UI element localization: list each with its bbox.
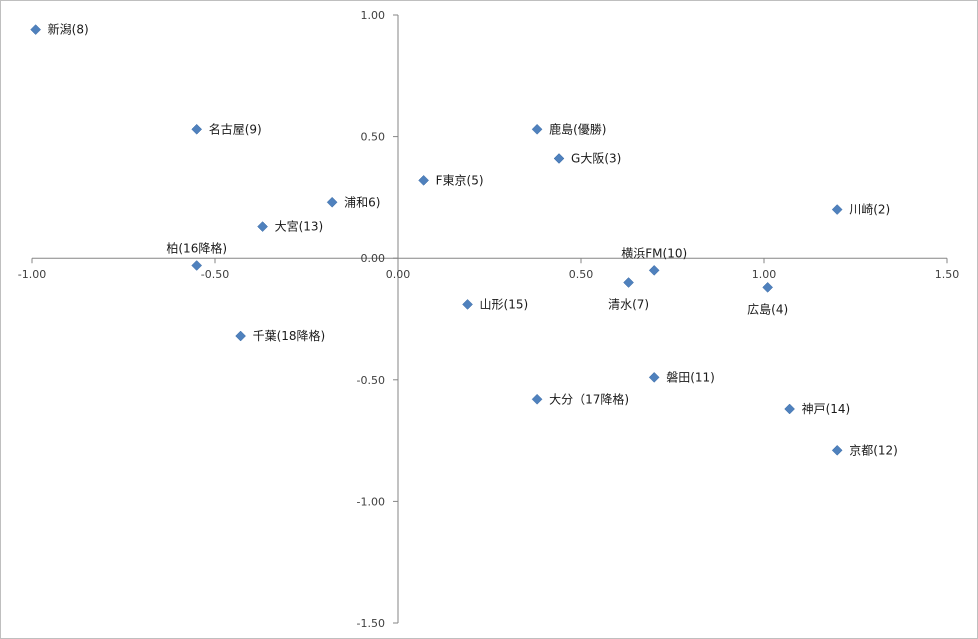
y-tick-label: 0.50: [361, 131, 386, 144]
data-point: [191, 123, 203, 135]
y-tick-label: 0.00: [361, 252, 386, 265]
data-point: [462, 299, 473, 310]
data-point: [531, 393, 543, 405]
x-tick-label: 1.50: [935, 268, 960, 281]
data-point: [623, 277, 634, 288]
axes: [32, 15, 947, 623]
point-label: 新潟(8): [48, 22, 89, 37]
data-point: [648, 265, 660, 276]
y-tick-label: -1.50: [357, 617, 385, 630]
point-label: 広島(4): [747, 301, 788, 316]
x-tick-label: 1.00: [752, 268, 777, 281]
point-label: 名古屋(9): [209, 121, 262, 136]
axis-ticks: -1.00 -0.50 0.00 0.50 1.00 1.50 1.00 0.50 0.00 -0…: [18, 9, 959, 630]
point-label: 浦和6): [344, 195, 380, 209]
data-point: [191, 260, 203, 271]
point-label: 川崎(2): [849, 203, 890, 217]
y-tick-label: 1.00: [361, 9, 386, 22]
point-label: G大阪(3): [571, 151, 621, 165]
data-point: [30, 24, 42, 35]
data-point: [831, 204, 843, 215]
x-tick-label: 0.50: [569, 268, 594, 281]
point-label: 京都(12): [849, 443, 898, 457]
x-tick-label: 0.00: [386, 268, 411, 281]
x-tick-label: -0.50: [201, 268, 229, 281]
y-tick-label: -0.50: [357, 374, 385, 387]
data-point: [831, 444, 843, 456]
point-label: 清水(7): [608, 298, 649, 312]
point-label: 横浜FM(10): [621, 246, 687, 260]
data-point: [648, 372, 660, 383]
point-label: 鹿島(優勝): [549, 121, 606, 136]
point-label: 山形(15): [480, 297, 529, 311]
point-label: 千葉(18降格): [253, 328, 326, 343]
point-label: 神戸(14): [802, 402, 851, 416]
data-point: [784, 403, 795, 415]
data-point: [235, 330, 246, 342]
x-tick-label: -1.00: [18, 268, 46, 281]
point-label: 大分（17降格): [549, 391, 629, 406]
y-tick-label: -1.00: [357, 495, 385, 508]
point-label: F東京(5): [436, 173, 484, 187]
data-point: [531, 123, 543, 135]
point-label: 磐田(11): [666, 370, 715, 384]
data-point: [553, 153, 565, 164]
data-point: [762, 282, 774, 293]
point-labels: 新潟(8) 名古屋(9) 浦和6) 大宮(13) 柏(16降格) 千葉(18降格) F東京(…: [48, 22, 898, 458]
point-label: 大宮(13): [275, 219, 324, 234]
data-points: [30, 24, 843, 456]
data-point: [257, 221, 268, 232]
data-point: [418, 175, 429, 186]
point-label: 柏(16降格): [166, 240, 227, 255]
data-point: [326, 196, 338, 208]
